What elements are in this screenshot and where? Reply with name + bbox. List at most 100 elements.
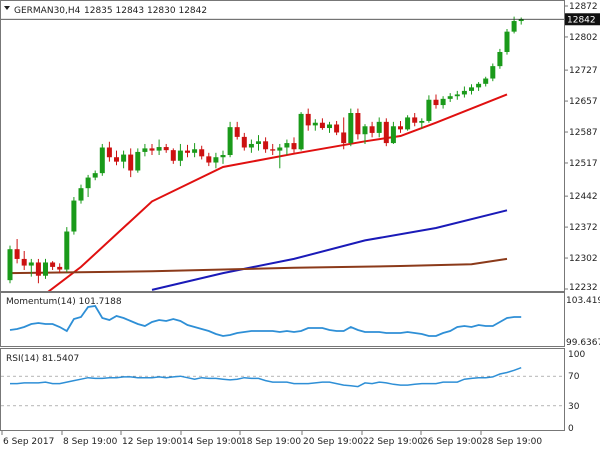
current-price-box xyxy=(565,13,600,26)
candle-body xyxy=(85,177,91,189)
candle-body xyxy=(419,120,425,123)
candle-body xyxy=(220,155,226,158)
momentum-panel[interactable] xyxy=(0,292,565,347)
candle-body xyxy=(92,173,98,178)
candle-body xyxy=(99,147,105,174)
rsi-tick-label: 70 xyxy=(568,372,580,382)
symbol-title: GERMAN30,H4 xyxy=(14,6,81,16)
candle-body xyxy=(405,117,411,130)
candle-body xyxy=(43,262,48,276)
candle-body xyxy=(398,126,403,130)
candle-body xyxy=(106,147,112,158)
sma-line xyxy=(9,257,508,275)
candle-body xyxy=(284,143,290,148)
candle-body xyxy=(149,148,155,151)
candle-body xyxy=(305,113,311,126)
rsi-tick-label: 0 xyxy=(568,424,574,434)
candle-body xyxy=(433,99,439,106)
candle-body xyxy=(241,136,247,148)
candle-body xyxy=(469,87,474,91)
candle-body xyxy=(369,126,375,133)
price-tick-label: 12727 xyxy=(569,66,598,76)
price-tick-label: 12302 xyxy=(569,254,598,264)
candle-body xyxy=(511,21,517,32)
candle-body xyxy=(334,124,340,133)
candle-body xyxy=(256,141,261,144)
price-tick-label: 12872 xyxy=(569,2,598,12)
candle-body xyxy=(461,90,467,95)
candle-body xyxy=(7,249,13,281)
candle-body xyxy=(78,188,84,201)
candle-body xyxy=(71,200,77,232)
candle-body xyxy=(440,98,446,106)
candle-body xyxy=(362,126,368,135)
candle-body xyxy=(348,113,354,144)
candle-body xyxy=(14,249,20,259)
candle-body xyxy=(319,122,325,129)
candle-body xyxy=(312,122,318,126)
rsi-panel[interactable] xyxy=(0,348,565,431)
rsi-plot xyxy=(1,366,564,407)
candle-body xyxy=(213,157,219,163)
candle-body xyxy=(21,258,27,266)
rsi-tick-label: 100 xyxy=(568,350,585,360)
candle-body xyxy=(142,148,148,152)
price-tick-label: 12232 xyxy=(569,283,598,293)
x-tick-label: 28 Sep 19:00 xyxy=(482,437,542,447)
candle-body xyxy=(376,121,382,133)
candle-body xyxy=(476,83,482,88)
candle-body xyxy=(341,132,347,144)
price-tick-label: 12372 xyxy=(569,223,598,233)
triangle-down-icon[interactable] xyxy=(4,6,10,10)
candle-body xyxy=(426,99,432,121)
candle-body xyxy=(327,124,332,129)
momentum-plot xyxy=(9,305,522,337)
candle-body xyxy=(270,149,276,151)
price-tick-label: 12442 xyxy=(569,192,598,202)
candle-body xyxy=(50,262,56,267)
candle-body xyxy=(518,19,524,22)
x-tick-label: 22 Sep 19:00 xyxy=(363,437,423,447)
sma-line xyxy=(47,93,508,291)
candle-body xyxy=(28,262,34,266)
rsi-line xyxy=(10,366,522,388)
candle-body xyxy=(57,266,63,270)
price-tick-label: 12802 xyxy=(569,33,598,43)
candle-body xyxy=(298,113,304,150)
x-tick-label: 20 Sep 19:00 xyxy=(303,437,363,447)
candle-body xyxy=(234,127,240,137)
candle-body xyxy=(163,147,169,151)
candle-body xyxy=(199,149,205,157)
candle-body xyxy=(483,78,489,84)
candle-body xyxy=(35,262,41,276)
price-plot xyxy=(1,16,564,291)
candle-body xyxy=(177,150,183,161)
candle-body xyxy=(277,147,283,151)
momentum-label: Momentum(14) 101.7188 xyxy=(6,297,122,307)
candle-body xyxy=(291,143,297,150)
x-tick-label: 6 Sep 2017 xyxy=(3,437,54,447)
rsi-label: RSI(14) 81.5407 xyxy=(6,354,79,364)
sma-line xyxy=(151,209,508,291)
x-tick-label: 14 Sep 19:00 xyxy=(182,437,242,447)
candle-body xyxy=(64,231,70,270)
candle-body xyxy=(185,150,190,153)
x-tick-label: 8 Sep 19:00 xyxy=(63,437,118,447)
candle-body xyxy=(412,117,418,123)
candle-body xyxy=(497,51,503,67)
candle-body xyxy=(248,143,254,148)
candle-body xyxy=(263,141,269,150)
candle-body xyxy=(355,113,361,135)
price-tick-label: 12517 xyxy=(569,159,598,169)
price-tick-label: 12657 xyxy=(569,97,598,107)
candle-body xyxy=(121,154,127,162)
candle-body xyxy=(170,150,176,161)
candle-body xyxy=(128,154,134,171)
candle-body xyxy=(504,31,510,52)
candle-body xyxy=(447,96,453,99)
price-tick-label: 12587 xyxy=(569,128,598,138)
x-tick-label: 26 Sep 19:00 xyxy=(422,437,482,447)
candle-body xyxy=(206,156,212,163)
price-panel[interactable] xyxy=(0,0,565,292)
